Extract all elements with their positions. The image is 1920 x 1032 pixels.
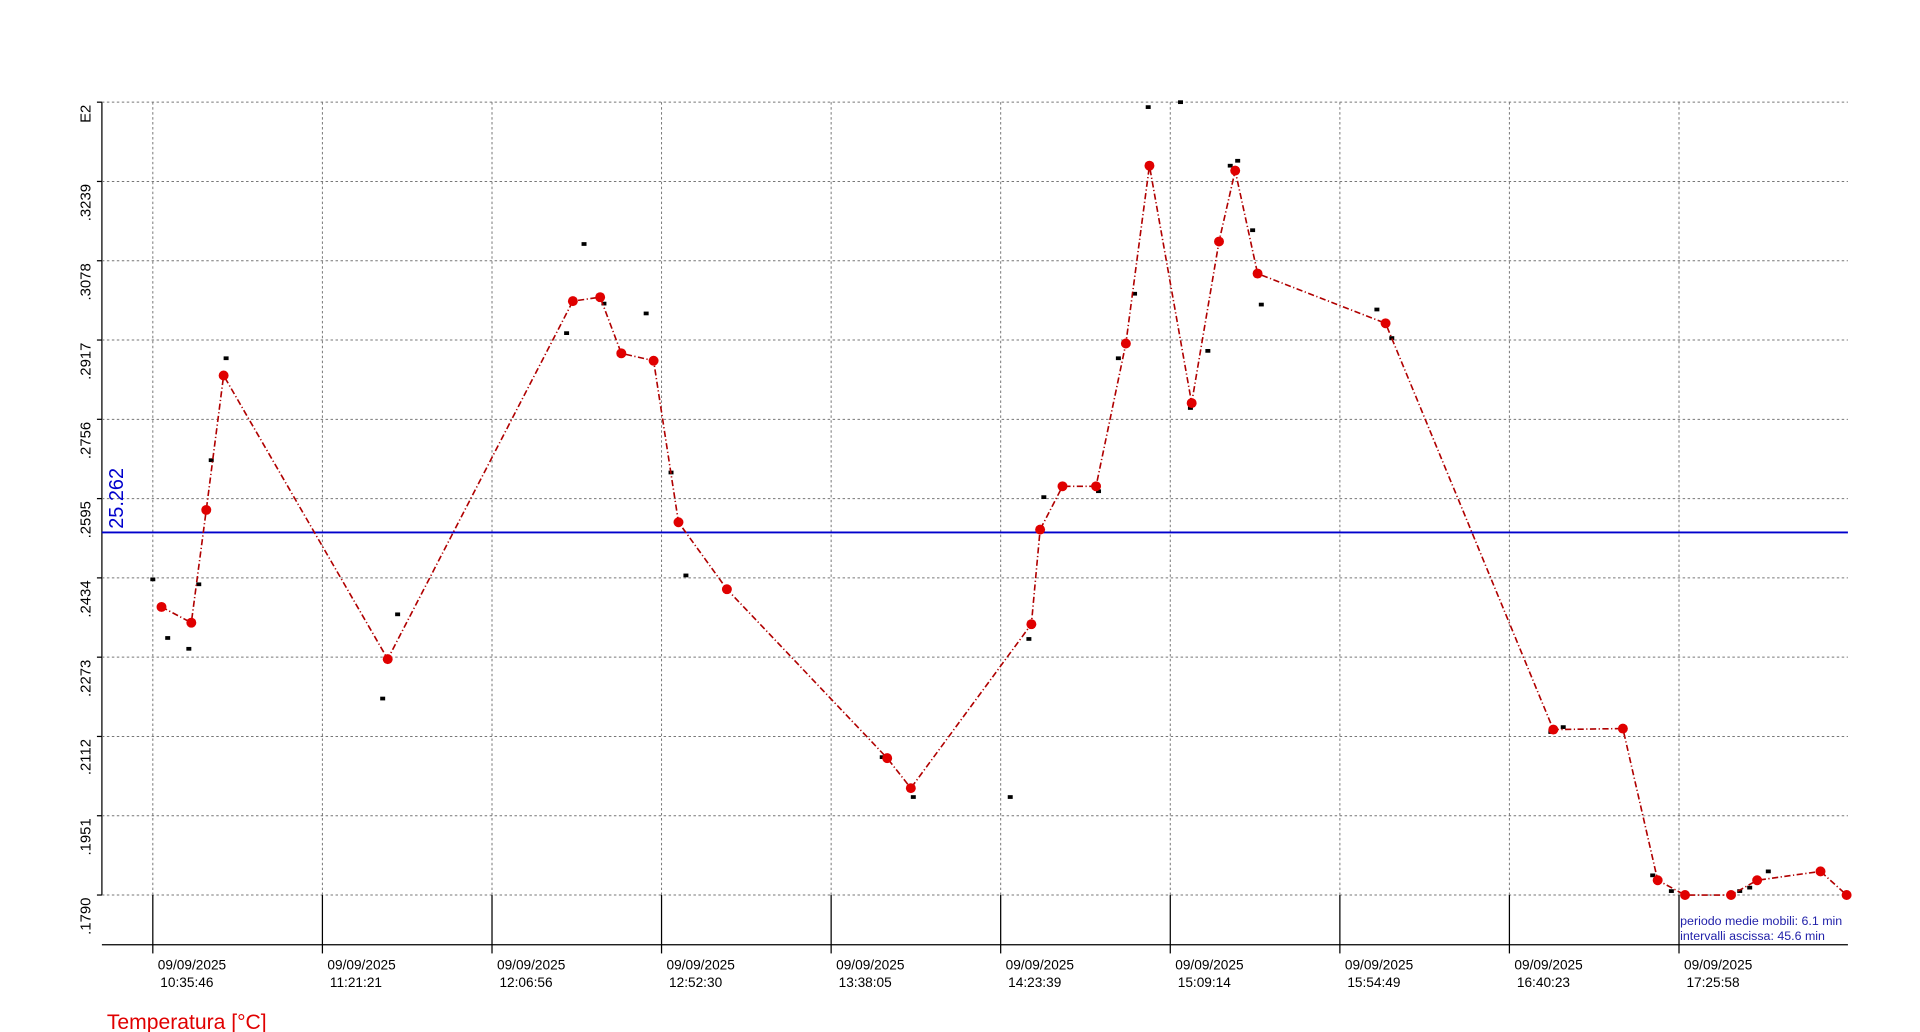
- data-point: [1187, 406, 1193, 410]
- data-point: [1041, 495, 1047, 499]
- data-point: [380, 696, 386, 701]
- y-tick-label: E2: [79, 105, 95, 123]
- data-point: [382, 654, 393, 665]
- data-point: [1652, 875, 1663, 886]
- annotation: periodo medie mobili: 6.1 min: [1680, 914, 1842, 928]
- data-point: [643, 311, 649, 316]
- data-point: [1115, 356, 1121, 361]
- data-point: [1186, 398, 1197, 409]
- data-point: [186, 617, 197, 628]
- data-point: [879, 755, 885, 760]
- data-point: [648, 355, 659, 366]
- y-tick-label: .2917: [79, 343, 95, 380]
- data-point: [1815, 866, 1826, 877]
- data-point: [1680, 890, 1690, 900]
- data-point: [1132, 291, 1138, 296]
- data-point: [721, 584, 732, 595]
- x-tick-label: 09/09/2025 10:35:46: [158, 958, 227, 990]
- x-tick-label: 09/09/2025 14:23:39: [1006, 958, 1075, 990]
- data-point: [1091, 481, 1102, 492]
- data-point: [186, 646, 192, 651]
- data-point: [683, 573, 689, 578]
- x-tick-label: 09/09/2025 17:25:58: [1684, 958, 1753, 990]
- reference-label: 25.262: [106, 468, 128, 529]
- data-point: [581, 242, 587, 246]
- data-point: [150, 577, 156, 582]
- x-tick-label: 09/09/2025 15:54:49: [1345, 958, 1414, 990]
- data-point: [1752, 875, 1763, 886]
- series-line: [161, 165, 1848, 896]
- annotation: intervalli ascissa: 45.6 min: [1680, 929, 1825, 943]
- data-point: [196, 582, 202, 587]
- data-point: [165, 636, 171, 640]
- data-point: [1178, 100, 1183, 105]
- data-point: [1007, 795, 1013, 799]
- y-tick-label: .3239: [79, 184, 95, 221]
- data-point: [395, 612, 401, 617]
- data-point: [1250, 228, 1256, 233]
- data-point: [1230, 165, 1241, 176]
- data-point: [1258, 302, 1264, 307]
- y-tick-label: .2112: [79, 739, 95, 775]
- y-tick-label: .2595: [79, 501, 95, 538]
- data-point: [1765, 869, 1771, 874]
- data-point: [1145, 105, 1151, 109]
- x-tick-label: 09/09/2025 12:52:30: [667, 958, 736, 990]
- data-point: [567, 296, 578, 307]
- data-point: [1737, 889, 1743, 893]
- data-point: [218, 370, 229, 381]
- x-tick-label: 09/09/2025 16:40:23: [1514, 958, 1583, 990]
- y-tick-label: .2434: [79, 580, 95, 617]
- data-point: [1726, 890, 1737, 900]
- data-point: [1617, 723, 1628, 734]
- data-point: [1747, 885, 1753, 890]
- data-point: [201, 504, 212, 515]
- data-point: [1252, 268, 1263, 279]
- data-point: [1026, 619, 1037, 630]
- data-point: [1374, 307, 1380, 312]
- data-point: [595, 292, 606, 303]
- data-point: [1650, 873, 1656, 878]
- y-tick-label: .2756: [79, 422, 95, 459]
- x-tick-label: 09/09/2025 15:09:14: [1175, 958, 1244, 990]
- x-tick-label: 09/09/2025 13:38:05: [836, 958, 905, 990]
- data-point: [208, 458, 214, 463]
- data-point: [905, 783, 916, 794]
- data-point: [1120, 338, 1131, 349]
- data-point: [1668, 889, 1674, 893]
- data-point: [673, 517, 684, 528]
- data-point: [601, 301, 607, 306]
- data-point: [1214, 236, 1224, 247]
- data-point: [1096, 489, 1102, 494]
- data-point: [1389, 336, 1395, 340]
- data-point: [1026, 637, 1032, 641]
- data-point: [1057, 481, 1068, 492]
- data-point: [882, 753, 893, 764]
- data-point: [1380, 318, 1391, 329]
- data-point: [1205, 349, 1211, 353]
- data-point: [1144, 160, 1155, 171]
- data-point: [1841, 890, 1852, 900]
- data-point: [616, 348, 627, 359]
- y-tick-label: .2273: [79, 660, 95, 697]
- y-tick-label: .1951: [79, 818, 95, 855]
- data-point: [156, 601, 167, 612]
- x-tick-label: 09/09/2025 12:06:56: [497, 958, 566, 990]
- data-point: [1035, 524, 1046, 535]
- y-tick-label: .3078: [79, 263, 95, 300]
- data-point: [1235, 158, 1241, 163]
- data-point: [1548, 724, 1559, 735]
- data-point: [1227, 163, 1233, 168]
- y-tick-label: .1790: [79, 898, 95, 935]
- x-tick-label: 09/09/2025 11:21:21: [327, 958, 396, 990]
- data-point: [223, 356, 229, 361]
- data-point: [1560, 725, 1566, 729]
- data-point: [564, 331, 570, 336]
- legend-label: Temperatura [°C]: [107, 1011, 267, 1032]
- data-point: [910, 795, 916, 799]
